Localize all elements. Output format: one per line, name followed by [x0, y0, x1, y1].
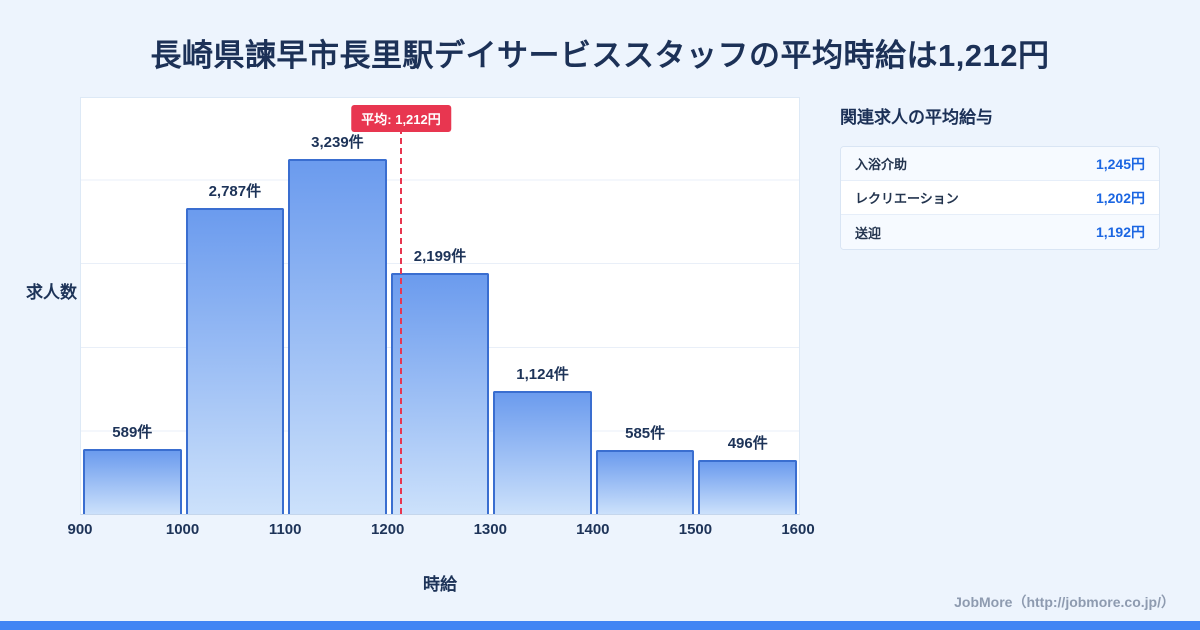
bar-count-label: 496件	[727, 434, 768, 452]
related-jobs-panel: 関連求人の平均給与 入浴介助 1,245円 レクリエーション 1,202円 送迎…	[840, 103, 1160, 250]
histogram-bar	[595, 449, 695, 514]
bar-count-label: 589件	[112, 424, 153, 442]
page-title: 長崎県諫早市長里駅デイサービススタッフの平均時給は1,212円	[150, 38, 1050, 73]
bottom-accent-bar	[0, 621, 1200, 630]
related-job-row: レクリエーション 1,202円	[841, 181, 1159, 215]
histogram-bar	[185, 208, 285, 514]
average-line	[400, 128, 403, 514]
bar-count-label: 585件	[625, 424, 666, 442]
related-job-label: 入浴介助	[855, 157, 908, 172]
related-job-value: 1,245円	[1095, 155, 1145, 172]
x-tick-label: 1200	[371, 521, 405, 538]
bar-count-label: 3,239件	[311, 133, 364, 151]
x-tick-label: 1500	[678, 521, 713, 538]
x-tick-label: 1000	[165, 521, 200, 538]
histogram-bar	[390, 272, 490, 514]
plot-area: 平均: 1,212円 589件 2,787件 3,239件 2,199件 1,124件 5…	[80, 97, 800, 515]
x-axis-ticks: 900 1000 1100 1200 1300 1400 1500 1600	[67, 521, 814, 541]
histogram-bar	[83, 449, 182, 514]
y-axis-label: 求人数	[26, 283, 77, 302]
x-tick-label: 900	[67, 521, 93, 538]
related-job-label: レクリエーション	[855, 191, 959, 206]
related-job-row: 送迎 1,192円	[841, 215, 1159, 249]
x-tick-label: 1100	[268, 521, 302, 538]
related-job-row: 入浴介助 1,245円	[841, 147, 1159, 181]
x-tick-label: 1300	[473, 521, 507, 538]
bar-count-label: 1,124件	[516, 365, 569, 383]
related-job-label: 送迎	[855, 225, 882, 241]
average-badge: 平均: 1,212円	[351, 105, 451, 132]
x-tick-label: 1600	[781, 521, 815, 538]
related-job-value: 1,192円	[1095, 224, 1145, 240]
related-jobs-card: 入浴介助 1,245円 レクリエーション 1,202円 送迎 1,192円	[840, 146, 1160, 250]
related-job-value: 1,202円	[1095, 189, 1145, 206]
x-tick-label: 1400	[576, 521, 610, 538]
x-axis-label: 時給	[423, 575, 457, 594]
histogram-bar	[288, 158, 387, 514]
bar-count-label: 2,787件	[208, 183, 262, 201]
bar-count-label: 2,199件	[413, 247, 467, 265]
histogram-bar	[493, 390, 592, 514]
footer-credit: JobMore（http://jobmore.co.jp/）	[954, 594, 1175, 610]
related-jobs-title: 関連求人の平均給与	[840, 108, 993, 127]
histogram-bar	[698, 459, 797, 514]
